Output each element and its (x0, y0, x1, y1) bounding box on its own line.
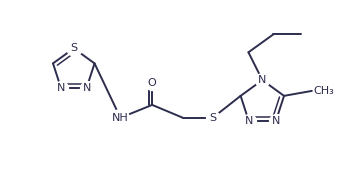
Text: S: S (70, 43, 77, 53)
Text: N: N (82, 83, 91, 93)
Text: CH₃: CH₃ (314, 86, 335, 96)
Text: N: N (245, 116, 253, 126)
Text: N: N (272, 116, 280, 126)
Text: S: S (209, 113, 216, 123)
Text: NH: NH (112, 113, 129, 123)
Text: O: O (148, 78, 156, 88)
Text: N: N (258, 75, 266, 85)
Text: N: N (57, 83, 65, 93)
